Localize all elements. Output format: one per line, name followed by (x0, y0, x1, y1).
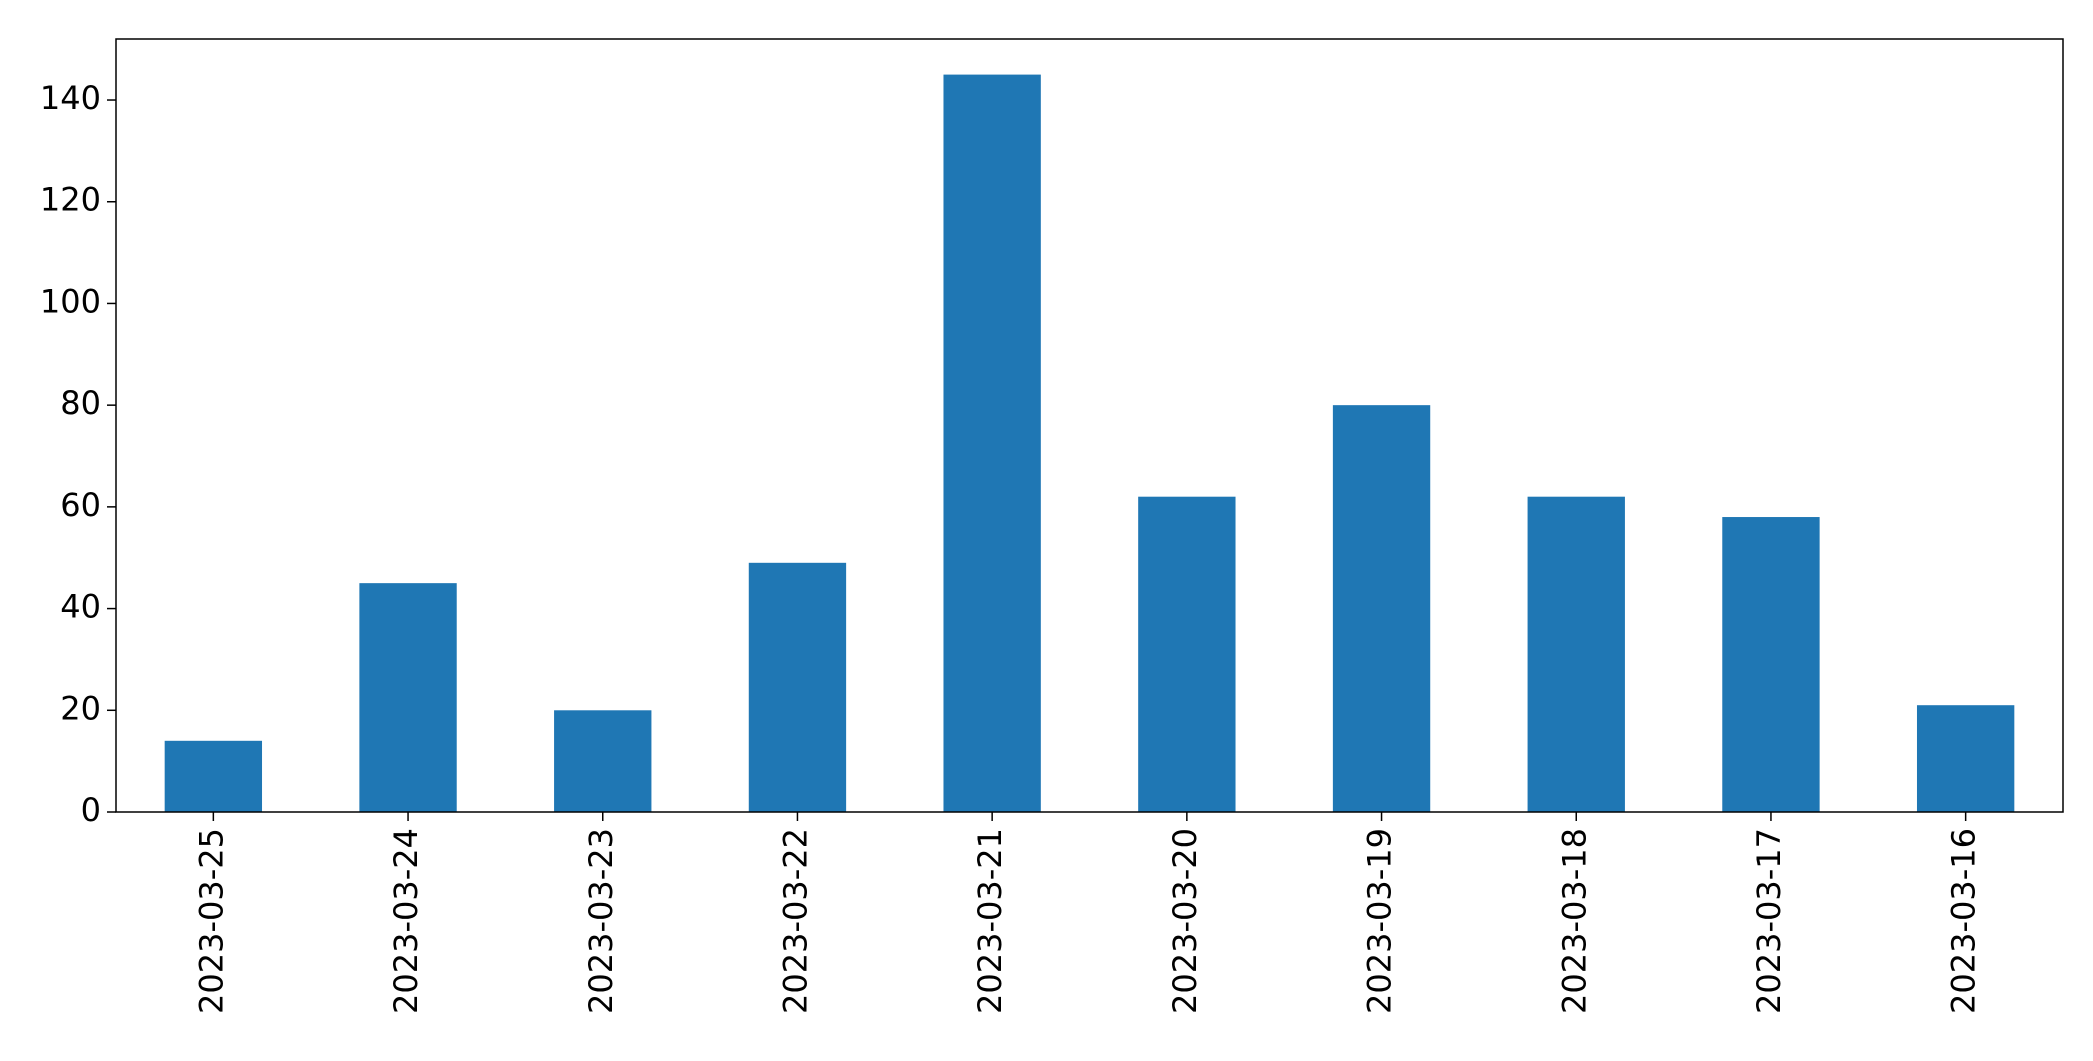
plot-frame (115, 38, 2064, 813)
bars-group (164, 74, 2015, 812)
bar-2023-03-18 (1527, 496, 1625, 812)
bar-2023-03-22 (748, 562, 847, 812)
bar-2023-03-17 (1722, 517, 1820, 812)
bar-2023-03-21 (943, 74, 1041, 812)
y-tick-label: 120 (40, 181, 101, 219)
bar-2023-03-16 (1916, 705, 2015, 812)
bar-2023-03-25 (164, 740, 263, 812)
y-tick-label: 40 (60, 588, 101, 626)
x-tick-label: 2023-03-18 (1555, 828, 1593, 1014)
x-axis: 2023-03-25 2023-03-24 2023-03-23 2023-03-22… (192, 812, 1983, 1014)
y-axis: 0 20 40 60 80 100 120 140 (40, 79, 116, 829)
x-tick-label: 2023-03-17 (1750, 828, 1788, 1014)
y-tick-label: 20 (60, 689, 101, 727)
x-tick-label: 2023-03-25 (192, 828, 230, 1014)
bar-2023-03-19 (1332, 405, 1431, 812)
x-tick-label: 2023-03-21 (971, 828, 1009, 1014)
bar-2023-03-23 (554, 710, 652, 812)
x-tick-label: 2023-03-24 (387, 828, 425, 1014)
bar-2023-03-24 (359, 583, 457, 812)
x-tick-label: 2023-03-20 (1166, 828, 1204, 1014)
y-tick-label: 80 (60, 384, 101, 422)
y-tick-label: 100 (40, 282, 101, 320)
y-tick-label: 0 (81, 791, 101, 829)
x-tick-label: 2023-03-23 (582, 828, 620, 1014)
x-tick-label: 2023-03-16 (1945, 828, 1983, 1014)
bar-2023-03-20 (1138, 496, 1236, 812)
x-tick-label: 2023-03-22 (776, 828, 814, 1014)
y-tick-label: 60 (60, 486, 101, 524)
y-tick-label: 140 (40, 79, 101, 117)
x-tick-label: 2023-03-19 (1361, 828, 1399, 1014)
